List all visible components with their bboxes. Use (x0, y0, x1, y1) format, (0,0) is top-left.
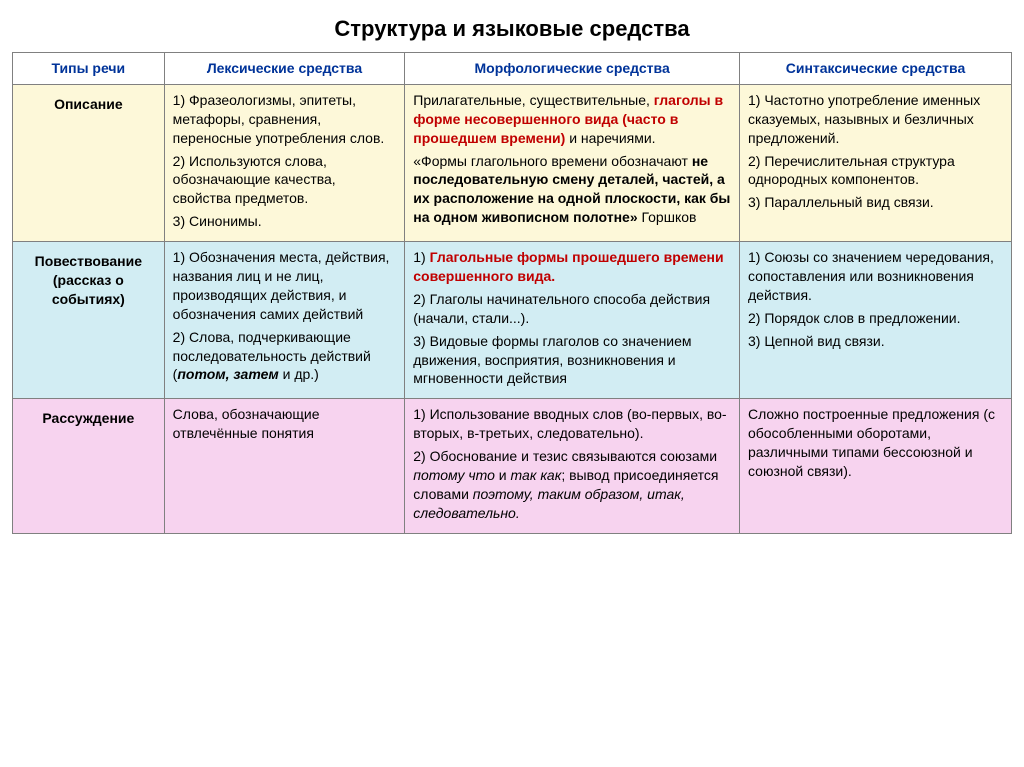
text: и (495, 467, 511, 483)
list-item: 1) Частотно употребление именных сказуем… (748, 91, 1003, 148)
cell-narr-lexical: 1) Обозначения места, действия, названия… (164, 242, 405, 399)
text: «Формы глагольного времени обозначают (413, 153, 692, 169)
cell-desc-morph: Прилагательные, существительные, глаголы… (405, 84, 740, 241)
text: Горшков (638, 209, 697, 225)
list-item: 1) Использование вводных слов (во-первых… (413, 405, 731, 443)
cell-narr-morph: 1) Глагольные формы прошедшего времени с… (405, 242, 740, 399)
row-head-reasoning: Рассуждение (13, 399, 165, 533)
list-item: 2) Слова, подчеркивающие последовательно… (173, 328, 397, 385)
page-title: Структура и языковые средства (12, 16, 1012, 42)
list-item: 2) Перечислительная структура однородных… (748, 152, 1003, 190)
emphasis-red: Глагольные формы прошедшего времени сове… (413, 249, 723, 284)
list-item: 3) Синонимы. (173, 212, 397, 231)
table-row: Описание 1) Фразеологизмы, эпитеты, мета… (13, 84, 1012, 241)
text: и др.) (279, 366, 319, 382)
row-head-narration: Повествование (рассказ о событиях) (13, 242, 165, 399)
list-item: 2) Обоснование и тезис связываются союза… (413, 447, 731, 523)
list-item: 1) Обозначения места, действия, названия… (173, 248, 397, 324)
text: 1) (413, 249, 429, 265)
list-item: 2) Порядок слов в предложении. (748, 309, 1003, 328)
col-header-morphological: Морфологические средства (405, 53, 740, 85)
list-item: 2) Используются слова, обозначающие каче… (173, 152, 397, 209)
list-item: 2) Глаголы начинательного способа действ… (413, 290, 731, 328)
table-header-row: Типы речи Лексические средства Морфологи… (13, 53, 1012, 85)
text: и наречиями. (565, 130, 655, 146)
list-item: 1) Союзы со значением чередования, сопос… (748, 248, 1003, 305)
cell-desc-lexical: 1) Фразеологизмы, эпитеты, метафоры, сра… (164, 84, 405, 241)
list-item: «Формы глагольного времени обозначают не… (413, 152, 731, 228)
cell-reas-morph: 1) Использование вводных слов (во-первых… (405, 399, 740, 533)
text: Прилагательные, существительные, (413, 92, 654, 108)
list-item: 3) Параллельный вид связи. (748, 193, 1003, 212)
list-item: 1) Фразеологизмы, эпитеты, метафоры, сра… (173, 91, 397, 148)
col-header-syntactic: Синтаксические средства (740, 53, 1012, 85)
row-head-description: Описание (13, 84, 165, 241)
table-row: Повествование (рассказ о событиях) 1) Об… (13, 242, 1012, 399)
row-head-sublabel: (рассказ о событиях) (21, 271, 156, 309)
cell-narr-syntax: 1) Союзы со значением чередования, сопос… (740, 242, 1012, 399)
table-row: Рассуждение Слова, обозначающие отвлечён… (13, 399, 1012, 533)
text: 2) Обоснование и тезис связываются союза… (413, 448, 717, 464)
cell-desc-syntax: 1) Частотно употребление именных сказуем… (740, 84, 1012, 241)
emphasis-italic: потом, затем (177, 366, 278, 382)
row-head-label: Повествование (21, 252, 156, 271)
list-item: 3) Видовые формы глаголов со значением д… (413, 332, 731, 389)
emphasis-italic: потому что (413, 467, 495, 483)
linguistic-means-table: Типы речи Лексические средства Морфологи… (12, 52, 1012, 534)
list-item: 1) Глагольные формы прошедшего времени с… (413, 248, 731, 286)
col-header-types: Типы речи (13, 53, 165, 85)
col-header-lexical: Лексические средства (164, 53, 405, 85)
cell-reas-syntax: Сложно построенные предложения (с обособ… (740, 399, 1012, 533)
cell-reas-lexical: Слова, обозначающие отвлечённые понятия (164, 399, 405, 533)
list-item: 3) Цепной вид связи. (748, 332, 1003, 351)
list-item: Прилагательные, существительные, глаголы… (413, 91, 731, 148)
emphasis-italic: так как (511, 467, 562, 483)
